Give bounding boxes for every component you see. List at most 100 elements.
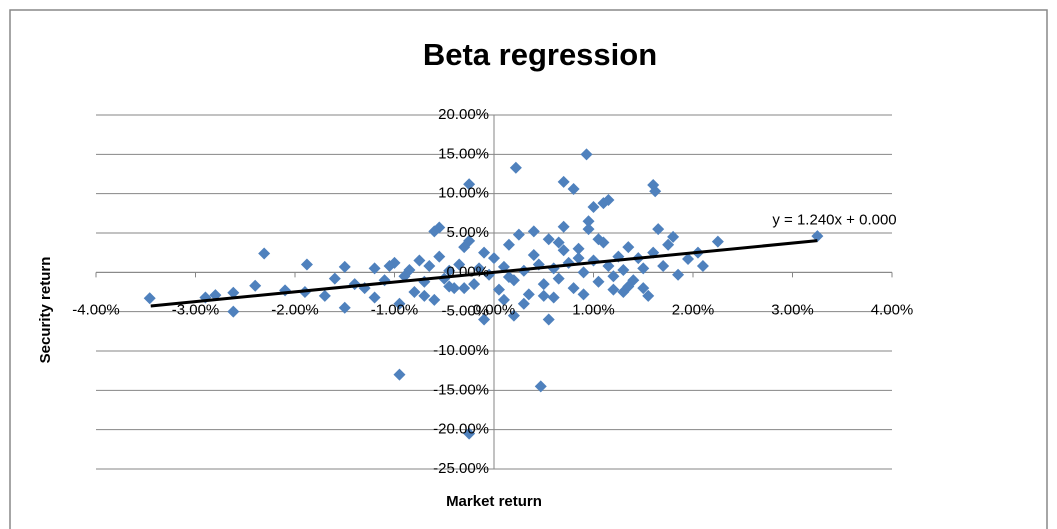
point <box>418 289 431 302</box>
labels: 20.00%15.00%10.00%5.00%0.00%-5.00%-10.00… <box>72 106 913 477</box>
point <box>582 215 595 228</box>
point <box>512 228 525 241</box>
x-tick-label: -1.00% <box>371 301 419 318</box>
point <box>497 293 510 306</box>
x-tick-label: -4.00% <box>72 301 120 318</box>
point <box>637 282 650 295</box>
point <box>368 291 381 304</box>
x-tick-label: 4.00% <box>871 301 914 318</box>
point <box>383 260 396 273</box>
point <box>507 309 520 322</box>
point <box>227 305 240 318</box>
point <box>522 288 535 301</box>
point <box>662 238 675 251</box>
point <box>300 258 313 271</box>
point <box>443 280 456 293</box>
point <box>453 258 466 271</box>
point <box>338 260 351 273</box>
point <box>143 292 156 305</box>
point <box>534 380 547 393</box>
point <box>607 283 620 296</box>
point <box>667 230 680 243</box>
x-tick-label: 0.00% <box>473 301 516 318</box>
point <box>527 249 540 262</box>
trendline <box>150 239 818 308</box>
point <box>502 238 515 251</box>
point <box>413 254 426 267</box>
point <box>473 262 486 275</box>
point <box>227 286 240 299</box>
point <box>587 201 600 214</box>
point <box>607 270 620 283</box>
y-axis-label: Security return <box>37 257 54 364</box>
point <box>542 313 555 326</box>
point <box>811 230 824 243</box>
point <box>577 288 590 301</box>
y-tick-label: 5.00% <box>446 224 489 241</box>
point <box>602 260 615 273</box>
point <box>338 301 351 314</box>
point <box>682 252 695 265</box>
point <box>617 263 630 276</box>
point <box>537 278 550 291</box>
point <box>542 233 555 246</box>
y-tick-label: -5.00% <box>441 303 489 320</box>
point <box>557 244 570 257</box>
point <box>557 175 570 188</box>
chart-title: Beta regression <box>423 37 657 72</box>
y-tick-label: 20.00% <box>438 106 489 123</box>
point <box>393 368 406 381</box>
point <box>328 272 341 285</box>
point <box>478 246 491 259</box>
point <box>408 286 421 298</box>
point <box>488 252 500 265</box>
point <box>463 427 476 440</box>
x-tick-label: -3.00% <box>172 301 220 318</box>
trendline-label: y = 1.240x + 0.000 <box>772 212 896 229</box>
point <box>557 220 570 233</box>
point <box>582 223 595 236</box>
y-tick-label: 0.00% <box>446 263 489 280</box>
x-tick-label: 1.00% <box>572 301 615 318</box>
point <box>580 148 593 161</box>
point <box>567 282 580 295</box>
point <box>393 297 406 310</box>
point <box>249 279 262 292</box>
point <box>567 182 580 195</box>
point <box>258 247 271 260</box>
point <box>547 291 560 304</box>
point <box>672 268 685 281</box>
x-tick-label: 2.00% <box>672 301 715 318</box>
x-tick-label: -2.00% <box>271 301 319 318</box>
y-tick-label: -10.00% <box>433 342 489 359</box>
point <box>368 262 381 275</box>
marks <box>143 148 824 440</box>
point <box>602 193 615 206</box>
point <box>572 242 585 255</box>
x-axis-label: Market return <box>446 493 542 510</box>
point <box>502 271 515 284</box>
y-tick-label: 15.00% <box>438 145 489 162</box>
point <box>652 223 665 236</box>
point <box>507 274 520 287</box>
point <box>642 289 655 302</box>
point <box>552 236 565 249</box>
point <box>637 262 650 275</box>
y-tick-label: 10.00% <box>438 185 489 202</box>
point <box>492 283 505 296</box>
point <box>572 252 585 265</box>
point <box>509 161 522 174</box>
point <box>318 289 331 302</box>
point <box>478 313 491 326</box>
point <box>592 233 605 246</box>
point <box>458 282 471 295</box>
point <box>443 264 456 277</box>
point <box>592 275 605 288</box>
point <box>423 260 436 273</box>
point <box>463 178 476 191</box>
point <box>552 272 565 285</box>
point <box>428 225 441 238</box>
point <box>428 293 441 306</box>
point <box>696 260 709 273</box>
x-tick-label: 3.00% <box>771 301 814 318</box>
